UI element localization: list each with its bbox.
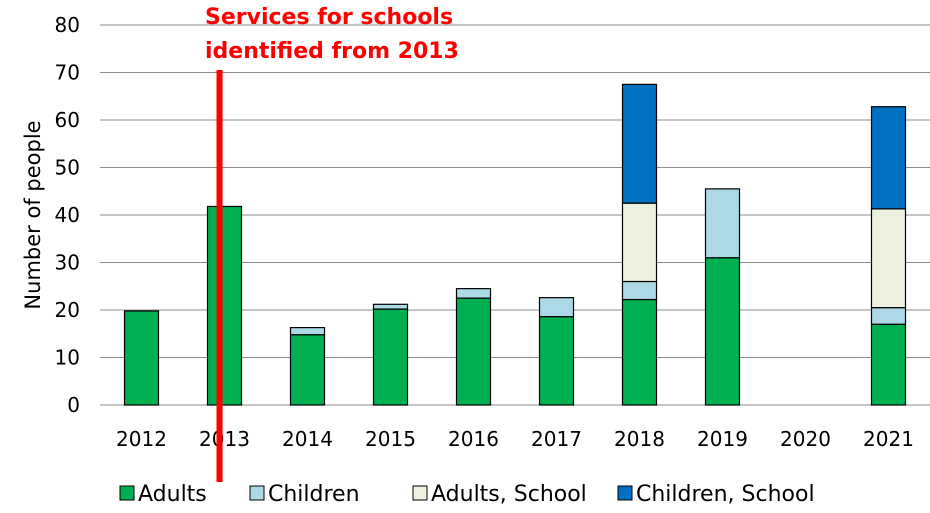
bar-segment (621, 280, 658, 301)
x-tick-label: 2015 (365, 427, 416, 451)
bar-segment (538, 297, 575, 318)
bar-segment (455, 297, 492, 406)
bars (123, 83, 907, 406)
bar-segment (870, 106, 907, 210)
x-tick-labels: 2012 2013 2014 2015 2016 2017 2018 2019 2020 2021 (116, 427, 914, 451)
y-tick-labels: 0 10 20 30 40 50 60 70 80 (55, 13, 80, 417)
bar-segment (621, 298, 658, 406)
y-tick-label: 40 (55, 203, 80, 227)
bar-segment (123, 310, 160, 406)
x-tick-label: 2021 (863, 427, 914, 451)
legend-swatch (249, 485, 265, 501)
bar-segment (372, 308, 409, 406)
y-tick-label: 70 (55, 61, 80, 85)
bar-segment (704, 257, 741, 406)
legend-swatch (617, 485, 633, 501)
bar-segment (372, 303, 409, 310)
bar-segment (538, 316, 575, 406)
bar-segment (621, 83, 658, 204)
x-tick-label: 2018 (614, 427, 665, 451)
legend-label: Children, School (636, 482, 815, 507)
bar-segment (455, 288, 492, 299)
y-tick-label: 0 (67, 393, 80, 417)
bar-segment (289, 326, 326, 336)
annotation-text-line-1: Services for schools (205, 5, 453, 30)
x-tick-label: 2020 (780, 427, 831, 451)
legend-label: Adults, School (431, 482, 587, 507)
x-tick-label: 2019 (697, 427, 748, 451)
annotation-text-line-2: identified from 2013 (205, 39, 459, 64)
y-tick-label: 10 (55, 346, 80, 370)
y-tick-label: 50 (55, 156, 80, 180)
legend: Adults Children Adults, School Children, Sc… (119, 482, 815, 507)
bar-segment (870, 307, 907, 325)
bar-segment (704, 188, 741, 259)
bar-segment (870, 208, 907, 309)
bar-segment (870, 323, 907, 406)
y-tick-label: 60 (55, 108, 80, 132)
x-tick-label: 2014 (282, 427, 333, 451)
x-tick-label: 2016 (448, 427, 499, 451)
bar-segment (289, 334, 326, 406)
y-axis-title: Number of people (21, 120, 45, 309)
legend-label: Children (268, 482, 360, 507)
legend-swatch (119, 485, 135, 501)
y-tick-label: 20 (55, 298, 80, 322)
legend-swatch (412, 485, 428, 501)
legend-label: Adults (138, 482, 207, 507)
y-tick-label: 30 (55, 251, 80, 275)
x-tick-label: 2012 (116, 427, 167, 451)
annotation: Services for schools identified from 201… (205, 5, 459, 482)
bar-segment (621, 202, 658, 283)
bar-segment (206, 205, 243, 406)
y-tick-label: 80 (55, 13, 80, 37)
x-tick-label: 2017 (531, 427, 582, 451)
x-tick-label: 2013 (199, 427, 250, 451)
